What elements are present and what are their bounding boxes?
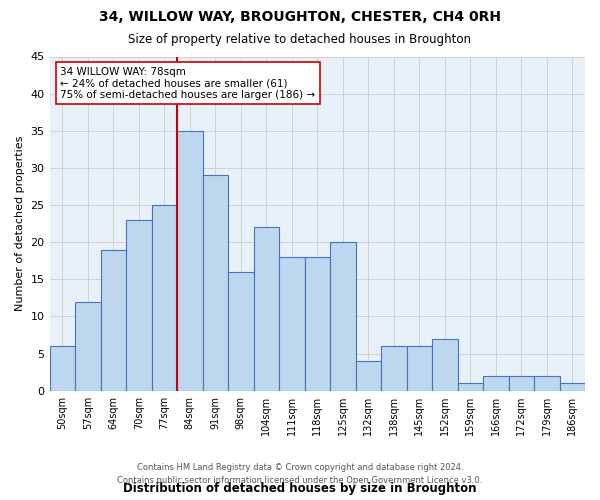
Bar — [254, 228, 279, 391]
Y-axis label: Number of detached properties: Number of detached properties — [15, 136, 25, 312]
Bar — [75, 302, 101, 391]
Bar — [50, 346, 75, 391]
Text: Size of property relative to detached houses in Broughton: Size of property relative to detached ho… — [128, 32, 472, 46]
Bar — [101, 250, 126, 391]
Text: 34 WILLOW WAY: 78sqm
← 24% of detached houses are smaller (61)
75% of semi-detac: 34 WILLOW WAY: 78sqm ← 24% of detached h… — [60, 66, 316, 100]
Bar — [483, 376, 509, 391]
Bar — [534, 376, 560, 391]
Bar — [279, 257, 305, 391]
Bar — [228, 272, 254, 391]
Bar — [509, 376, 534, 391]
Bar — [152, 205, 177, 391]
Bar — [381, 346, 407, 391]
Text: Distribution of detached houses by size in Broughton: Distribution of detached houses by size … — [123, 482, 477, 495]
Bar — [407, 346, 432, 391]
Bar — [330, 242, 356, 391]
Bar — [203, 176, 228, 391]
Bar — [177, 131, 203, 391]
Bar — [458, 384, 483, 391]
Bar — [356, 361, 381, 391]
Text: Contains HM Land Registry data © Crown copyright and database right 2024.: Contains HM Land Registry data © Crown c… — [137, 464, 463, 472]
Bar — [305, 257, 330, 391]
Text: Contains public sector information licensed under the Open Government Licence v3: Contains public sector information licen… — [118, 476, 482, 485]
Bar — [560, 384, 585, 391]
Bar — [126, 220, 152, 391]
Bar — [432, 339, 458, 391]
Text: 34, WILLOW WAY, BROUGHTON, CHESTER, CH4 0RH: 34, WILLOW WAY, BROUGHTON, CHESTER, CH4 … — [99, 10, 501, 24]
